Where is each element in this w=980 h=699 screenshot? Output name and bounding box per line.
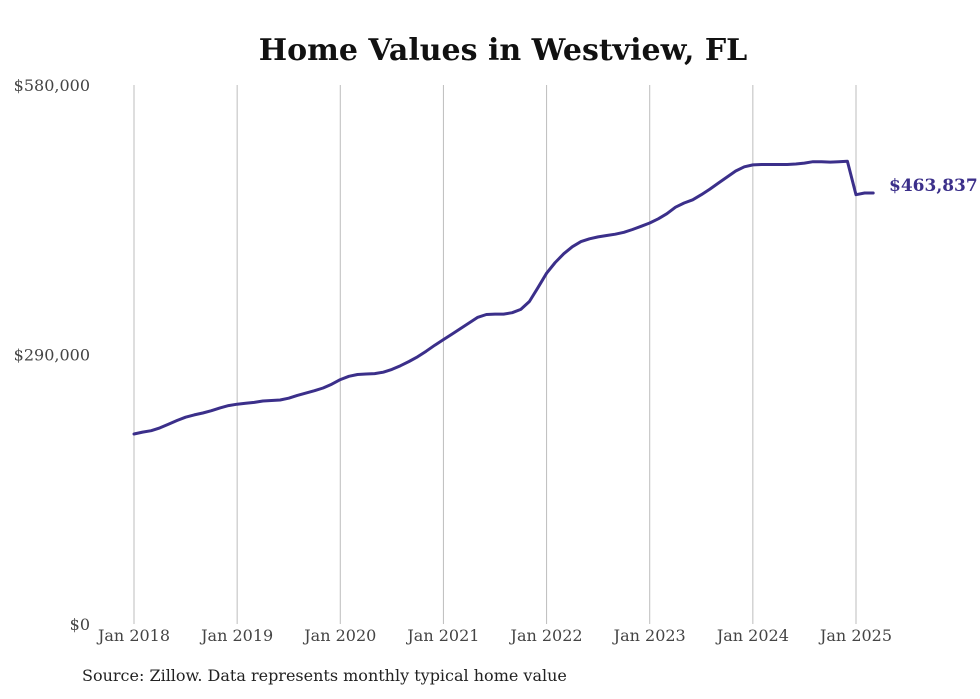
- x-tick-label: Jan 2020: [302, 626, 376, 645]
- x-axis: Jan 2018 Jan 2019 Jan 2020 Jan 2021 Jan 2022…: [96, 626, 892, 645]
- grid-lines: [133, 85, 857, 624]
- series-layer: [132, 159, 875, 436]
- x-tick-label: Jan 2022: [509, 626, 583, 645]
- x-tick-label: Jan 2024: [715, 626, 789, 645]
- x-tick-label: Jan 2023: [612, 626, 686, 645]
- y-tick-label: $0: [70, 615, 90, 634]
- y-axis: $0 $290,000 $580,000: [14, 76, 90, 634]
- x-tick-label: Jan 2018: [96, 626, 170, 645]
- series-line: [132, 159, 875, 436]
- x-tick-label: Jan 2019: [199, 626, 273, 645]
- x-tick-label: Jan 2021: [405, 626, 479, 645]
- y-tick-label: $580,000: [14, 76, 90, 95]
- source-note: Source: Zillow. Data represents monthly …: [82, 666, 567, 685]
- y-tick-label: $290,000: [14, 346, 90, 365]
- x-tick-label: Jan 2025: [818, 626, 892, 645]
- end-value-label: $463,837: [889, 176, 978, 196]
- chart-title: Home Values in Westview, FL: [259, 33, 748, 68]
